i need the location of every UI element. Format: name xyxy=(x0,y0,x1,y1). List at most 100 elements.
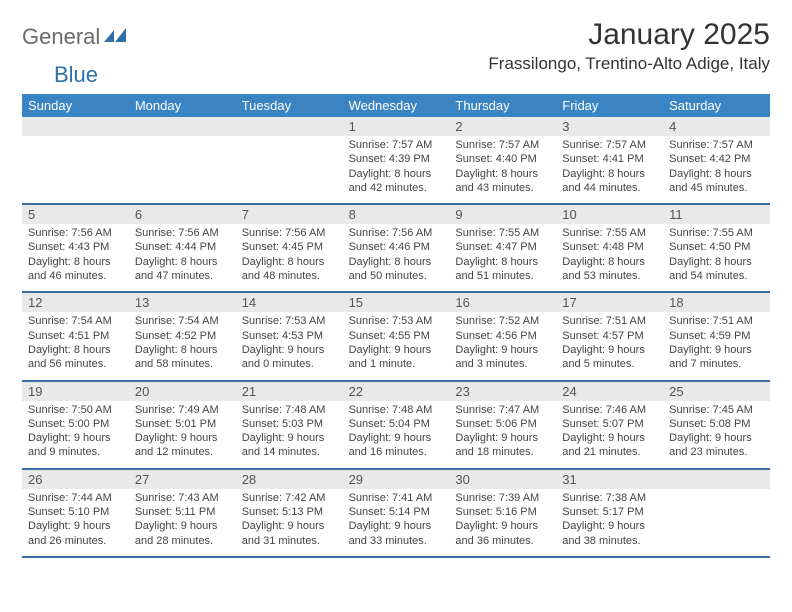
day-body: Sunrise: 7:51 AMSunset: 4:59 PMDaylight:… xyxy=(663,312,770,379)
day-body: Sunrise: 7:53 AMSunset: 4:53 PMDaylight:… xyxy=(236,312,343,379)
sunset-text: Sunset: 5:14 PM xyxy=(349,505,444,519)
logo: General xyxy=(22,18,132,50)
day-cell xyxy=(129,117,236,203)
daylight-text: and 21 minutes. xyxy=(562,445,657,459)
day-number: 12 xyxy=(22,293,129,312)
day-number: 8 xyxy=(343,205,450,224)
day-cell: 29Sunrise: 7:41 AMSunset: 5:14 PMDayligh… xyxy=(343,470,450,556)
day-cell: 18Sunrise: 7:51 AMSunset: 4:59 PMDayligh… xyxy=(663,293,770,379)
weeks-container: 1Sunrise: 7:57 AMSunset: 4:39 PMDaylight… xyxy=(22,117,770,558)
day-body: Sunrise: 7:57 AMSunset: 4:42 PMDaylight:… xyxy=(663,136,770,203)
week-row: 26Sunrise: 7:44 AMSunset: 5:10 PMDayligh… xyxy=(22,470,770,558)
day-number: 1 xyxy=(343,117,450,136)
daylight-text: and 46 minutes. xyxy=(28,269,123,283)
day-body: Sunrise: 7:47 AMSunset: 5:06 PMDaylight:… xyxy=(449,401,556,468)
sunset-text: Sunset: 5:07 PM xyxy=(562,417,657,431)
day-cell: 13Sunrise: 7:54 AMSunset: 4:52 PMDayligh… xyxy=(129,293,236,379)
sunrise-text: Sunrise: 7:53 AM xyxy=(242,314,337,328)
sunrise-text: Sunrise: 7:51 AM xyxy=(669,314,764,328)
sunset-text: Sunset: 4:55 PM xyxy=(349,329,444,343)
day-body xyxy=(236,136,343,194)
sunset-text: Sunset: 4:45 PM xyxy=(242,240,337,254)
daylight-text: Daylight: 8 hours xyxy=(135,343,230,357)
daylight-text: Daylight: 8 hours xyxy=(562,167,657,181)
daylight-text: and 51 minutes. xyxy=(455,269,550,283)
sunset-text: Sunset: 5:11 PM xyxy=(135,505,230,519)
sunset-text: Sunset: 5:17 PM xyxy=(562,505,657,519)
day-number: 10 xyxy=(556,205,663,224)
day-body: Sunrise: 7:46 AMSunset: 5:07 PMDaylight:… xyxy=(556,401,663,468)
day-header: Wednesday xyxy=(343,94,450,117)
day-body: Sunrise: 7:53 AMSunset: 4:55 PMDaylight:… xyxy=(343,312,450,379)
daylight-text: and 43 minutes. xyxy=(455,181,550,195)
day-number: 5 xyxy=(22,205,129,224)
daylight-text: Daylight: 9 hours xyxy=(242,519,337,533)
logo-mark-icon xyxy=(104,26,130,49)
day-cell: 2Sunrise: 7:57 AMSunset: 4:40 PMDaylight… xyxy=(449,117,556,203)
day-cell: 7Sunrise: 7:56 AMSunset: 4:45 PMDaylight… xyxy=(236,205,343,291)
day-number: 9 xyxy=(449,205,556,224)
sunset-text: Sunset: 4:43 PM xyxy=(28,240,123,254)
sunrise-text: Sunrise: 7:57 AM xyxy=(349,138,444,152)
day-body: Sunrise: 7:57 AMSunset: 4:39 PMDaylight:… xyxy=(343,136,450,203)
day-body: Sunrise: 7:50 AMSunset: 5:00 PMDaylight:… xyxy=(22,401,129,468)
day-cell: 24Sunrise: 7:46 AMSunset: 5:07 PMDayligh… xyxy=(556,382,663,468)
daylight-text: and 14 minutes. xyxy=(242,445,337,459)
day-body xyxy=(663,489,770,547)
day-number: 19 xyxy=(22,382,129,401)
daylight-text: Daylight: 9 hours xyxy=(28,519,123,533)
daylight-text: Daylight: 9 hours xyxy=(669,431,764,445)
day-cell: 19Sunrise: 7:50 AMSunset: 5:00 PMDayligh… xyxy=(22,382,129,468)
day-number: 24 xyxy=(556,382,663,401)
day-cell: 5Sunrise: 7:56 AMSunset: 4:43 PMDaylight… xyxy=(22,205,129,291)
day-body: Sunrise: 7:55 AMSunset: 4:50 PMDaylight:… xyxy=(663,224,770,291)
daylight-text: and 9 minutes. xyxy=(28,445,123,459)
daylight-text: and 16 minutes. xyxy=(349,445,444,459)
daylight-text: and 53 minutes. xyxy=(562,269,657,283)
day-number: 25 xyxy=(663,382,770,401)
day-body: Sunrise: 7:51 AMSunset: 4:57 PMDaylight:… xyxy=(556,312,663,379)
daylight-text: Daylight: 9 hours xyxy=(455,431,550,445)
day-number: 16 xyxy=(449,293,556,312)
day-number: 11 xyxy=(663,205,770,224)
sunrise-text: Sunrise: 7:54 AM xyxy=(28,314,123,328)
week-row: 19Sunrise: 7:50 AMSunset: 5:00 PMDayligh… xyxy=(22,382,770,470)
daylight-text: and 7 minutes. xyxy=(669,357,764,371)
daylight-text: Daylight: 9 hours xyxy=(135,431,230,445)
sunrise-text: Sunrise: 7:51 AM xyxy=(562,314,657,328)
day-cell: 26Sunrise: 7:44 AMSunset: 5:10 PMDayligh… xyxy=(22,470,129,556)
daylight-text: Daylight: 9 hours xyxy=(349,519,444,533)
day-header: Sunday xyxy=(22,94,129,117)
day-cell: 17Sunrise: 7:51 AMSunset: 4:57 PMDayligh… xyxy=(556,293,663,379)
sunset-text: Sunset: 5:00 PM xyxy=(28,417,123,431)
day-cell: 1Sunrise: 7:57 AMSunset: 4:39 PMDaylight… xyxy=(343,117,450,203)
sunset-text: Sunset: 5:01 PM xyxy=(135,417,230,431)
month-title: January 2025 xyxy=(488,18,770,52)
daylight-text: and 54 minutes. xyxy=(669,269,764,283)
day-number: 6 xyxy=(129,205,236,224)
sunset-text: Sunset: 4:50 PM xyxy=(669,240,764,254)
week-row: 1Sunrise: 7:57 AMSunset: 4:39 PMDaylight… xyxy=(22,117,770,205)
day-number: 2 xyxy=(449,117,556,136)
day-number: 23 xyxy=(449,382,556,401)
day-number: 3 xyxy=(556,117,663,136)
day-cell xyxy=(22,117,129,203)
day-body: Sunrise: 7:56 AMSunset: 4:45 PMDaylight:… xyxy=(236,224,343,291)
day-number: 21 xyxy=(236,382,343,401)
day-body: Sunrise: 7:54 AMSunset: 4:51 PMDaylight:… xyxy=(22,312,129,379)
daylight-text: Daylight: 9 hours xyxy=(562,519,657,533)
sunrise-text: Sunrise: 7:39 AM xyxy=(455,491,550,505)
sunset-text: Sunset: 4:46 PM xyxy=(349,240,444,254)
daylight-text: Daylight: 8 hours xyxy=(135,255,230,269)
daylight-text: and 42 minutes. xyxy=(349,181,444,195)
daylight-text: and 18 minutes. xyxy=(455,445,550,459)
sunrise-text: Sunrise: 7:49 AM xyxy=(135,403,230,417)
daylight-text: and 38 minutes. xyxy=(562,534,657,548)
daylight-text: Daylight: 9 hours xyxy=(562,343,657,357)
day-body: Sunrise: 7:56 AMSunset: 4:46 PMDaylight:… xyxy=(343,224,450,291)
daylight-text: Daylight: 9 hours xyxy=(349,343,444,357)
daylight-text: and 28 minutes. xyxy=(135,534,230,548)
sunrise-text: Sunrise: 7:43 AM xyxy=(135,491,230,505)
day-cell: 22Sunrise: 7:48 AMSunset: 5:04 PMDayligh… xyxy=(343,382,450,468)
sunset-text: Sunset: 5:03 PM xyxy=(242,417,337,431)
